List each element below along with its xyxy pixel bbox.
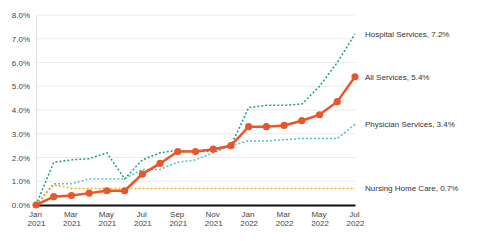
y-tick-label: 4.0%	[12, 106, 30, 115]
y-axis-line	[36, 16, 37, 206]
point	[68, 192, 75, 199]
point	[263, 123, 270, 130]
x-tick-label-line: 2021	[205, 219, 223, 228]
grid-line	[36, 38, 355, 39]
grid-line	[36, 62, 355, 63]
x-tick-label: Nov 2021	[205, 210, 223, 228]
point	[245, 123, 252, 130]
x-tick-label-line: Jul	[349, 210, 361, 219]
x-tick-label-line: 2021	[63, 219, 81, 228]
chart: 0.0% 1.0% 2.0% 3.0% 4.0% 5.0% 6.0% 7.0% 8.0% Jan …	[0, 0, 480, 241]
grid-line	[36, 15, 355, 16]
y-tick: 1.0%	[12, 177, 36, 186]
series-line	[36, 34, 355, 205]
point	[351, 73, 358, 80]
x-tick-label-line: 2021	[169, 219, 187, 228]
x-tick-label-line: 2022	[311, 219, 329, 228]
x-tick-label-line: Jan	[29, 210, 44, 219]
x-axis-line	[37, 205, 356, 207]
x-tick: May 2021	[98, 205, 116, 228]
x-tick-label: Jan 2022	[240, 210, 258, 228]
grid-line	[36, 157, 355, 158]
series-label: Nursing Home Care, 0.7%	[365, 184, 458, 193]
y-tick-label: 2.0%	[12, 154, 30, 163]
point	[50, 193, 57, 200]
x-tick-label-line: Mar	[64, 210, 80, 219]
point	[334, 98, 341, 105]
y-tick-label: 5.0%	[12, 82, 30, 91]
series-label: All Services, 5.4%	[365, 73, 429, 82]
x-tick-label-line: May	[99, 210, 116, 219]
x-tick-label-line: May	[311, 210, 328, 219]
y-tick-label: 1.0%	[12, 177, 30, 186]
point	[103, 187, 110, 194]
x-tick-label: May 2021	[98, 210, 116, 228]
plot: 0.0% 1.0% 2.0% 3.0% 4.0% 5.0% 6.0% 7.0% 8.0% Jan …	[12, 11, 459, 228]
grid	[36, 15, 355, 205]
x-tick-label: Jul 2022	[347, 210, 365, 228]
x-tick: Mar 2021	[63, 205, 81, 228]
x-tick-label-line: 2022	[347, 219, 365, 228]
y-tick: 8.0%	[12, 11, 36, 20]
y-tick: 2.0%	[12, 154, 36, 163]
grid-line	[36, 86, 355, 87]
grid-line	[36, 205, 355, 206]
x-tick-label: Sep 2021	[169, 210, 187, 228]
y-tick: 3.0%	[12, 130, 36, 139]
x-tick-label-line: 2021	[28, 219, 46, 228]
x-axis: Jan 2021Mar 2021May 2021Jul 2021Sep 2021…	[28, 205, 365, 228]
x-tick-label: Jan 2021	[28, 210, 46, 228]
y-tick-label: 6.0%	[12, 59, 30, 68]
y-tick-label: 7.0%	[12, 35, 30, 44]
point	[121, 187, 128, 194]
x-tick-label-line: 2021	[98, 219, 116, 228]
series-label: Hospital Services, 7.2%	[365, 30, 449, 39]
point	[156, 160, 163, 167]
point	[139, 171, 146, 178]
x-tick: Nov 2021	[205, 205, 223, 228]
x-tick: May 2022	[311, 205, 329, 228]
y-axis: 0.0% 1.0% 2.0% 3.0% 4.0% 5.0% 6.0% 7.0% 8.0%	[12, 11, 37, 210]
point	[86, 190, 93, 197]
y-tick: 4.0%	[12, 106, 36, 115]
x-tick-label: May 2022	[311, 210, 329, 228]
grid-line	[36, 110, 355, 111]
grid-line	[36, 181, 355, 182]
x-tick-label-line: Sep	[170, 210, 186, 219]
series-line	[36, 77, 355, 205]
point	[298, 117, 305, 124]
point	[210, 146, 217, 153]
x-tick: Jul 2021	[134, 205, 152, 228]
y-tick: 7.0%	[12, 35, 36, 44]
x-tick: Jul 2022	[347, 205, 365, 228]
x-tick-label-line: 2022	[276, 219, 294, 228]
x-tick: Sep 2021	[169, 205, 187, 228]
point	[192, 148, 199, 155]
x-tick-label-line: 2022	[240, 219, 258, 228]
y-tick-label: 8.0%	[12, 11, 30, 20]
y-tick: 6.0%	[12, 59, 36, 68]
x-tick-label: Jul 2021	[134, 210, 152, 228]
x-tick-label-line: Jan	[242, 210, 257, 219]
y-tick-label: 0.0%	[12, 201, 30, 210]
x-tick-label-line: 2021	[134, 219, 152, 228]
x-tick-label-line: Mar	[277, 210, 293, 219]
series-group	[32, 34, 358, 209]
x-tick-label: Mar 2021	[63, 210, 81, 228]
grid-line	[36, 133, 355, 134]
point	[32, 201, 39, 208]
point	[174, 148, 181, 155]
series-labels: Hospital Services, 7.2% Physician Service…	[365, 30, 458, 193]
point	[227, 142, 234, 149]
x-tick-label: Mar 2022	[276, 210, 294, 228]
x-tick: Mar 2022	[276, 205, 294, 228]
point	[316, 111, 323, 118]
x-tick-label-line: Nov	[205, 210, 221, 219]
x-tick: Jan 2022	[240, 205, 258, 228]
y-tick: 5.0%	[12, 82, 36, 91]
series-label: Physician Services, 3.4%	[365, 120, 455, 129]
x-tick-label-line: Jul	[137, 210, 149, 219]
point	[281, 122, 288, 129]
y-tick-label: 3.0%	[12, 130, 30, 139]
